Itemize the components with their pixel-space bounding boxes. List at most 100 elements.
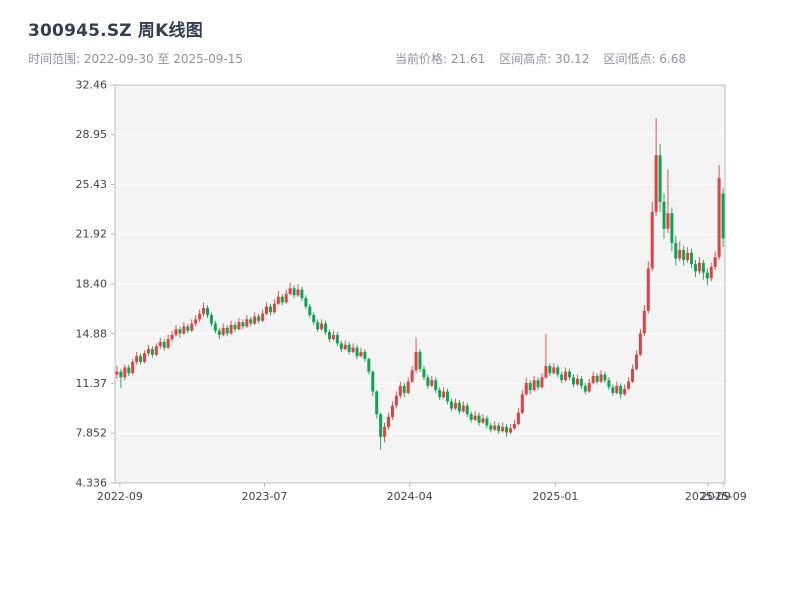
candle-body xyxy=(127,367,131,374)
candle-body xyxy=(497,425,501,432)
candle-body xyxy=(162,341,166,348)
candle-body xyxy=(599,374,603,382)
candle-body xyxy=(115,371,119,375)
candle-body xyxy=(627,381,631,389)
candle-body xyxy=(579,378,583,386)
kline-chart: 4.336 7.852 11.37 14.88 18.40 21.92 25.43 28.95… xyxy=(76,79,747,504)
candle-body xyxy=(398,385,402,396)
candle-body xyxy=(666,213,670,229)
candle-body xyxy=(363,351,367,359)
candle-body xyxy=(493,425,497,430)
candle-body xyxy=(359,351,363,357)
x-tick-label: 2025-01 xyxy=(532,490,578,503)
candle-body xyxy=(682,250,686,260)
candle-body xyxy=(410,370,414,382)
candle-body xyxy=(540,377,544,388)
candle-body xyxy=(646,268,650,311)
candle-body xyxy=(690,252,694,265)
candle-body xyxy=(221,327,225,335)
candle-body xyxy=(324,323,328,333)
candle-body xyxy=(701,262,705,273)
candle-body xyxy=(288,288,292,294)
candle-body xyxy=(603,374,607,381)
candle-body xyxy=(237,322,241,330)
candle-body xyxy=(453,402,457,409)
candle-body xyxy=(331,334,335,340)
candle-body xyxy=(249,319,253,324)
candle-body xyxy=(335,334,339,344)
candle-body xyxy=(225,327,229,334)
range-low-label: 区间低点: 6.68 xyxy=(603,52,687,66)
candle-body xyxy=(446,391,450,402)
candle-body xyxy=(587,383,591,392)
candle-body xyxy=(583,385,587,392)
candle-body xyxy=(387,416,391,427)
candle-body xyxy=(457,402,461,412)
candle-body xyxy=(654,155,658,212)
candle-body xyxy=(292,288,296,296)
candle-body xyxy=(591,375,595,384)
candle-body xyxy=(131,361,135,374)
candle-body xyxy=(481,418,485,423)
x-tick-label: 2025-09 xyxy=(685,490,731,503)
y-tick-label: 21.92 xyxy=(76,228,108,241)
candle-body xyxy=(257,316,261,321)
range-high-label: 区间高点: 30.12 xyxy=(499,52,590,66)
candle-body xyxy=(339,343,343,350)
candle-body xyxy=(343,344,347,350)
candle-body xyxy=(650,211,654,269)
candlestick-series xyxy=(115,118,725,450)
candle-body xyxy=(619,385,623,395)
candle-body xyxy=(146,349,150,354)
candle-body xyxy=(253,316,257,324)
candle-body xyxy=(489,425,493,430)
candle-body xyxy=(205,308,209,316)
y-tick-label: 25.43 xyxy=(76,178,108,191)
y-tick-label: 4.336 xyxy=(76,477,108,490)
candle-body xyxy=(430,380,434,386)
x-tick-label: 2022-09 xyxy=(97,490,143,503)
stats-row: 当前价格: 21.61 区间高点: 30.12 区间低点: 6.68 xyxy=(395,50,686,67)
candle-body xyxy=(418,351,422,369)
y-tick-label: 18.40 xyxy=(76,277,108,290)
current-price-label: 当前价格: 21.61 xyxy=(395,52,486,66)
candle-body xyxy=(571,377,575,385)
candle-body xyxy=(178,329,182,334)
candle-body xyxy=(438,390,442,398)
candle-body xyxy=(276,296,280,304)
candle-body xyxy=(414,351,418,371)
candle-body xyxy=(280,296,284,303)
candle-body xyxy=(642,310,646,334)
candle-body xyxy=(674,242,678,259)
candle-body xyxy=(265,306,269,314)
candle-body xyxy=(190,323,194,331)
candle-body xyxy=(268,306,272,313)
y-tick-label: 11.37 xyxy=(76,377,108,390)
candle-body xyxy=(198,313,202,320)
candle-body xyxy=(150,349,154,355)
y-tick-label: 32.46 xyxy=(76,79,108,92)
candle-body xyxy=(509,428,513,433)
candle-body xyxy=(607,380,611,388)
candle-body xyxy=(166,339,170,348)
candle-body xyxy=(241,322,245,327)
candle-body xyxy=(568,371,572,378)
candle-body xyxy=(182,326,186,334)
candle-body xyxy=(575,378,579,385)
candle-body xyxy=(233,325,237,330)
candle-body xyxy=(355,347,359,357)
page-title: 300945.SZ 周K线图 xyxy=(28,21,203,41)
candle-body xyxy=(473,415,477,420)
candle-body xyxy=(721,193,725,239)
candle-body xyxy=(615,385,619,393)
candle-body xyxy=(709,266,713,279)
candle-body xyxy=(544,366,548,378)
candle-body xyxy=(520,394,524,413)
y-tick-label: 28.95 xyxy=(76,128,108,141)
candle-body xyxy=(284,293,288,303)
candle-body xyxy=(272,303,276,313)
candle-body xyxy=(477,415,481,423)
y-tick-label: 7.852 xyxy=(76,427,108,440)
candle-body xyxy=(296,289,300,296)
candle-body xyxy=(485,418,489,426)
